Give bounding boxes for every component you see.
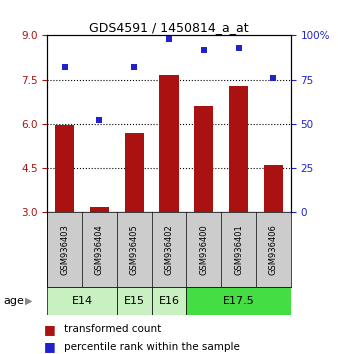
Text: GSM936402: GSM936402 <box>165 224 173 275</box>
Text: percentile rank within the sample: percentile rank within the sample <box>64 342 240 352</box>
Point <box>62 64 67 70</box>
Point <box>166 36 172 42</box>
Text: E14: E14 <box>72 296 93 306</box>
Bar <box>160 75 178 212</box>
Bar <box>55 125 74 212</box>
Bar <box>186 287 291 315</box>
Text: GSM936400: GSM936400 <box>199 224 208 275</box>
Text: ■: ■ <box>44 341 56 353</box>
Text: GSM936403: GSM936403 <box>60 224 69 275</box>
Text: age: age <box>3 296 24 306</box>
Bar <box>125 133 144 212</box>
Text: GSM936404: GSM936404 <box>95 224 104 275</box>
Point <box>97 118 102 123</box>
Text: GSM936405: GSM936405 <box>130 224 139 275</box>
Bar <box>194 106 213 212</box>
Bar <box>229 86 248 212</box>
Bar <box>47 287 117 315</box>
Point <box>201 47 207 52</box>
Point <box>131 64 137 70</box>
Title: GDS4591 / 1450814_a_at: GDS4591 / 1450814_a_at <box>89 21 249 34</box>
Text: ■: ■ <box>44 323 56 336</box>
Text: transformed count: transformed count <box>64 324 162 334</box>
Text: E17.5: E17.5 <box>223 296 255 306</box>
Text: GSM936406: GSM936406 <box>269 224 278 275</box>
Bar <box>152 287 186 315</box>
Text: E16: E16 <box>159 296 179 306</box>
Point <box>236 45 241 51</box>
Text: E15: E15 <box>124 296 145 306</box>
Bar <box>90 206 109 212</box>
Text: ▶: ▶ <box>25 296 33 306</box>
Bar <box>117 287 152 315</box>
Point <box>271 75 276 81</box>
Bar <box>264 165 283 212</box>
Text: GSM936401: GSM936401 <box>234 224 243 275</box>
